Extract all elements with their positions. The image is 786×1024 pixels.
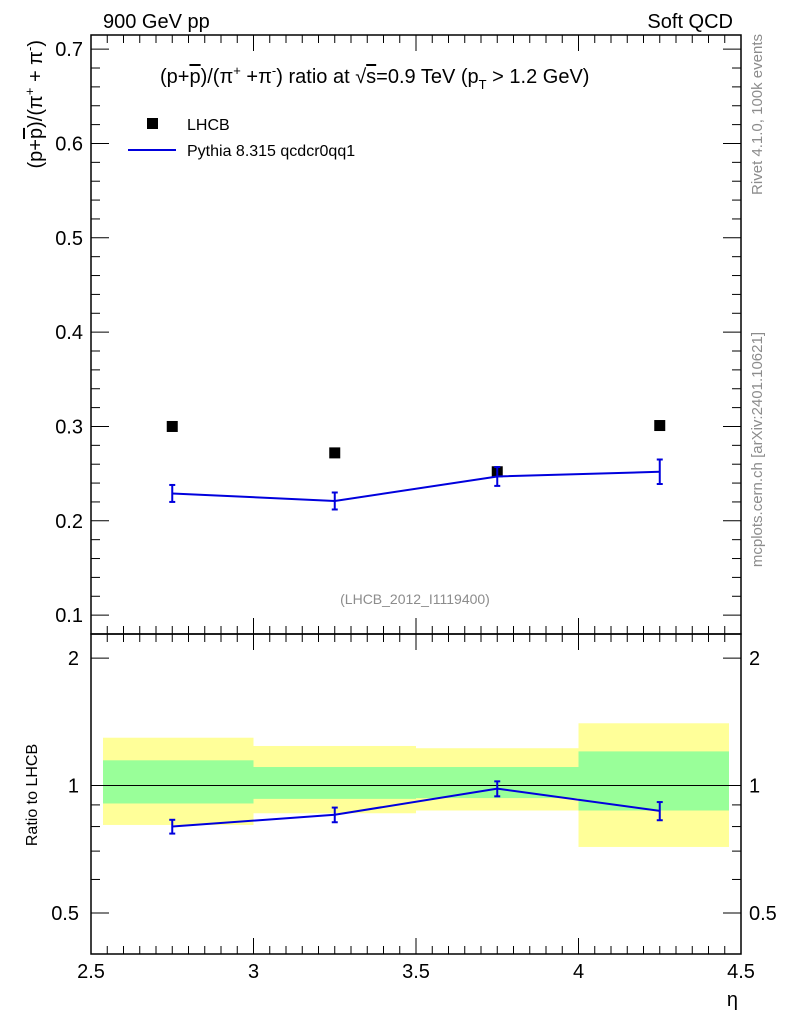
x-tick-label: 4 bbox=[573, 961, 584, 983]
y-tick-label: 0.6 bbox=[55, 133, 83, 155]
ratio-plot-frame bbox=[90, 633, 742, 955]
legend: LHCB Pythia 8.315 qcdcr0qq1 bbox=[128, 117, 355, 160]
header-right: Soft QCD bbox=[647, 11, 733, 33]
y-tick-label: 0.7 bbox=[55, 39, 83, 61]
ratio-band-inner bbox=[103, 760, 254, 804]
main-panel: 0.1 0.2 0.3 0.4 0.5 0.6 0.7 (p+p)/(π+ +π-) rat… bbox=[22, 34, 742, 635]
y-tick-label: 0.4 bbox=[55, 322, 83, 344]
data-point bbox=[329, 447, 341, 459]
ratio-axis-ticks bbox=[90, 634, 742, 955]
x-tick-label: 3 bbox=[248, 961, 259, 983]
ratio-mc-line bbox=[172, 787, 660, 828]
ratio-band-inner bbox=[578, 751, 729, 811]
ratio-band-inner bbox=[253, 767, 416, 799]
data-point bbox=[166, 420, 178, 432]
main-y-tick-labels: 0.1 0.2 0.3 0.4 0.5 0.6 0.7 bbox=[55, 39, 83, 627]
x-tick-label: 4.5 bbox=[727, 961, 755, 983]
x-axis-label: η bbox=[727, 989, 738, 1011]
analysis-watermark: (LHCB_2012_I1119400) bbox=[340, 591, 490, 607]
y-tick-label-right: 0.5 bbox=[749, 903, 777, 925]
y-tick-label: 1 bbox=[68, 776, 79, 798]
ratio-panel: 0.5 0.5 1 1 2 2 2.5 3 3.5 4 4.5 Ratio to LHCB η bbox=[24, 633, 777, 1011]
header-left: 900 GeV pp bbox=[103, 11, 210, 33]
main-series bbox=[166, 420, 666, 511]
plot-title: (p+p)/(π+ +π-) ratio at √s=0.9 TeV (pT >… bbox=[160, 63, 589, 92]
legend-mc-label: Pythia 8.315 qcdcr0qq1 bbox=[187, 143, 355, 160]
y-tick-label: 0.5 bbox=[51, 903, 79, 925]
legend-data-label: LHCB bbox=[187, 117, 230, 134]
ratio-series bbox=[169, 780, 663, 835]
data-point bbox=[654, 420, 666, 432]
ratio-y-tick-labels: 0.5 0.5 1 1 2 2 bbox=[51, 648, 777, 925]
x-tick-labels: 2.5 3 3.5 4 4.5 bbox=[77, 961, 755, 983]
mc-line bbox=[172, 470, 660, 502]
y-tick-label: 0.3 bbox=[55, 416, 83, 438]
y-tick-label: 0.2 bbox=[55, 511, 83, 533]
x-tick-label: 3.5 bbox=[402, 961, 430, 983]
y-tick-label: 0.5 bbox=[55, 228, 83, 250]
ratio-y-axis-label: Ratio to LHCB bbox=[24, 744, 41, 846]
y-tick-label-right: 1 bbox=[749, 776, 760, 798]
x-tick-label: 2.5 bbox=[77, 961, 105, 983]
y-tick-label: 2 bbox=[68, 648, 79, 670]
mcplots-label: mcplots.cern.ch [arXiv:2401.10621] bbox=[749, 332, 766, 567]
y-tick-label: 0.1 bbox=[55, 605, 83, 627]
legend-data-marker bbox=[147, 118, 158, 129]
rivet-label: Rivet 4.1.0, 100k events bbox=[749, 34, 766, 195]
main-y-axis-label: (p+p)/(π+ + π-) bbox=[22, 40, 47, 168]
main-axis-ticks bbox=[90, 35, 742, 635]
y-tick-label-right: 2 bbox=[749, 648, 760, 670]
